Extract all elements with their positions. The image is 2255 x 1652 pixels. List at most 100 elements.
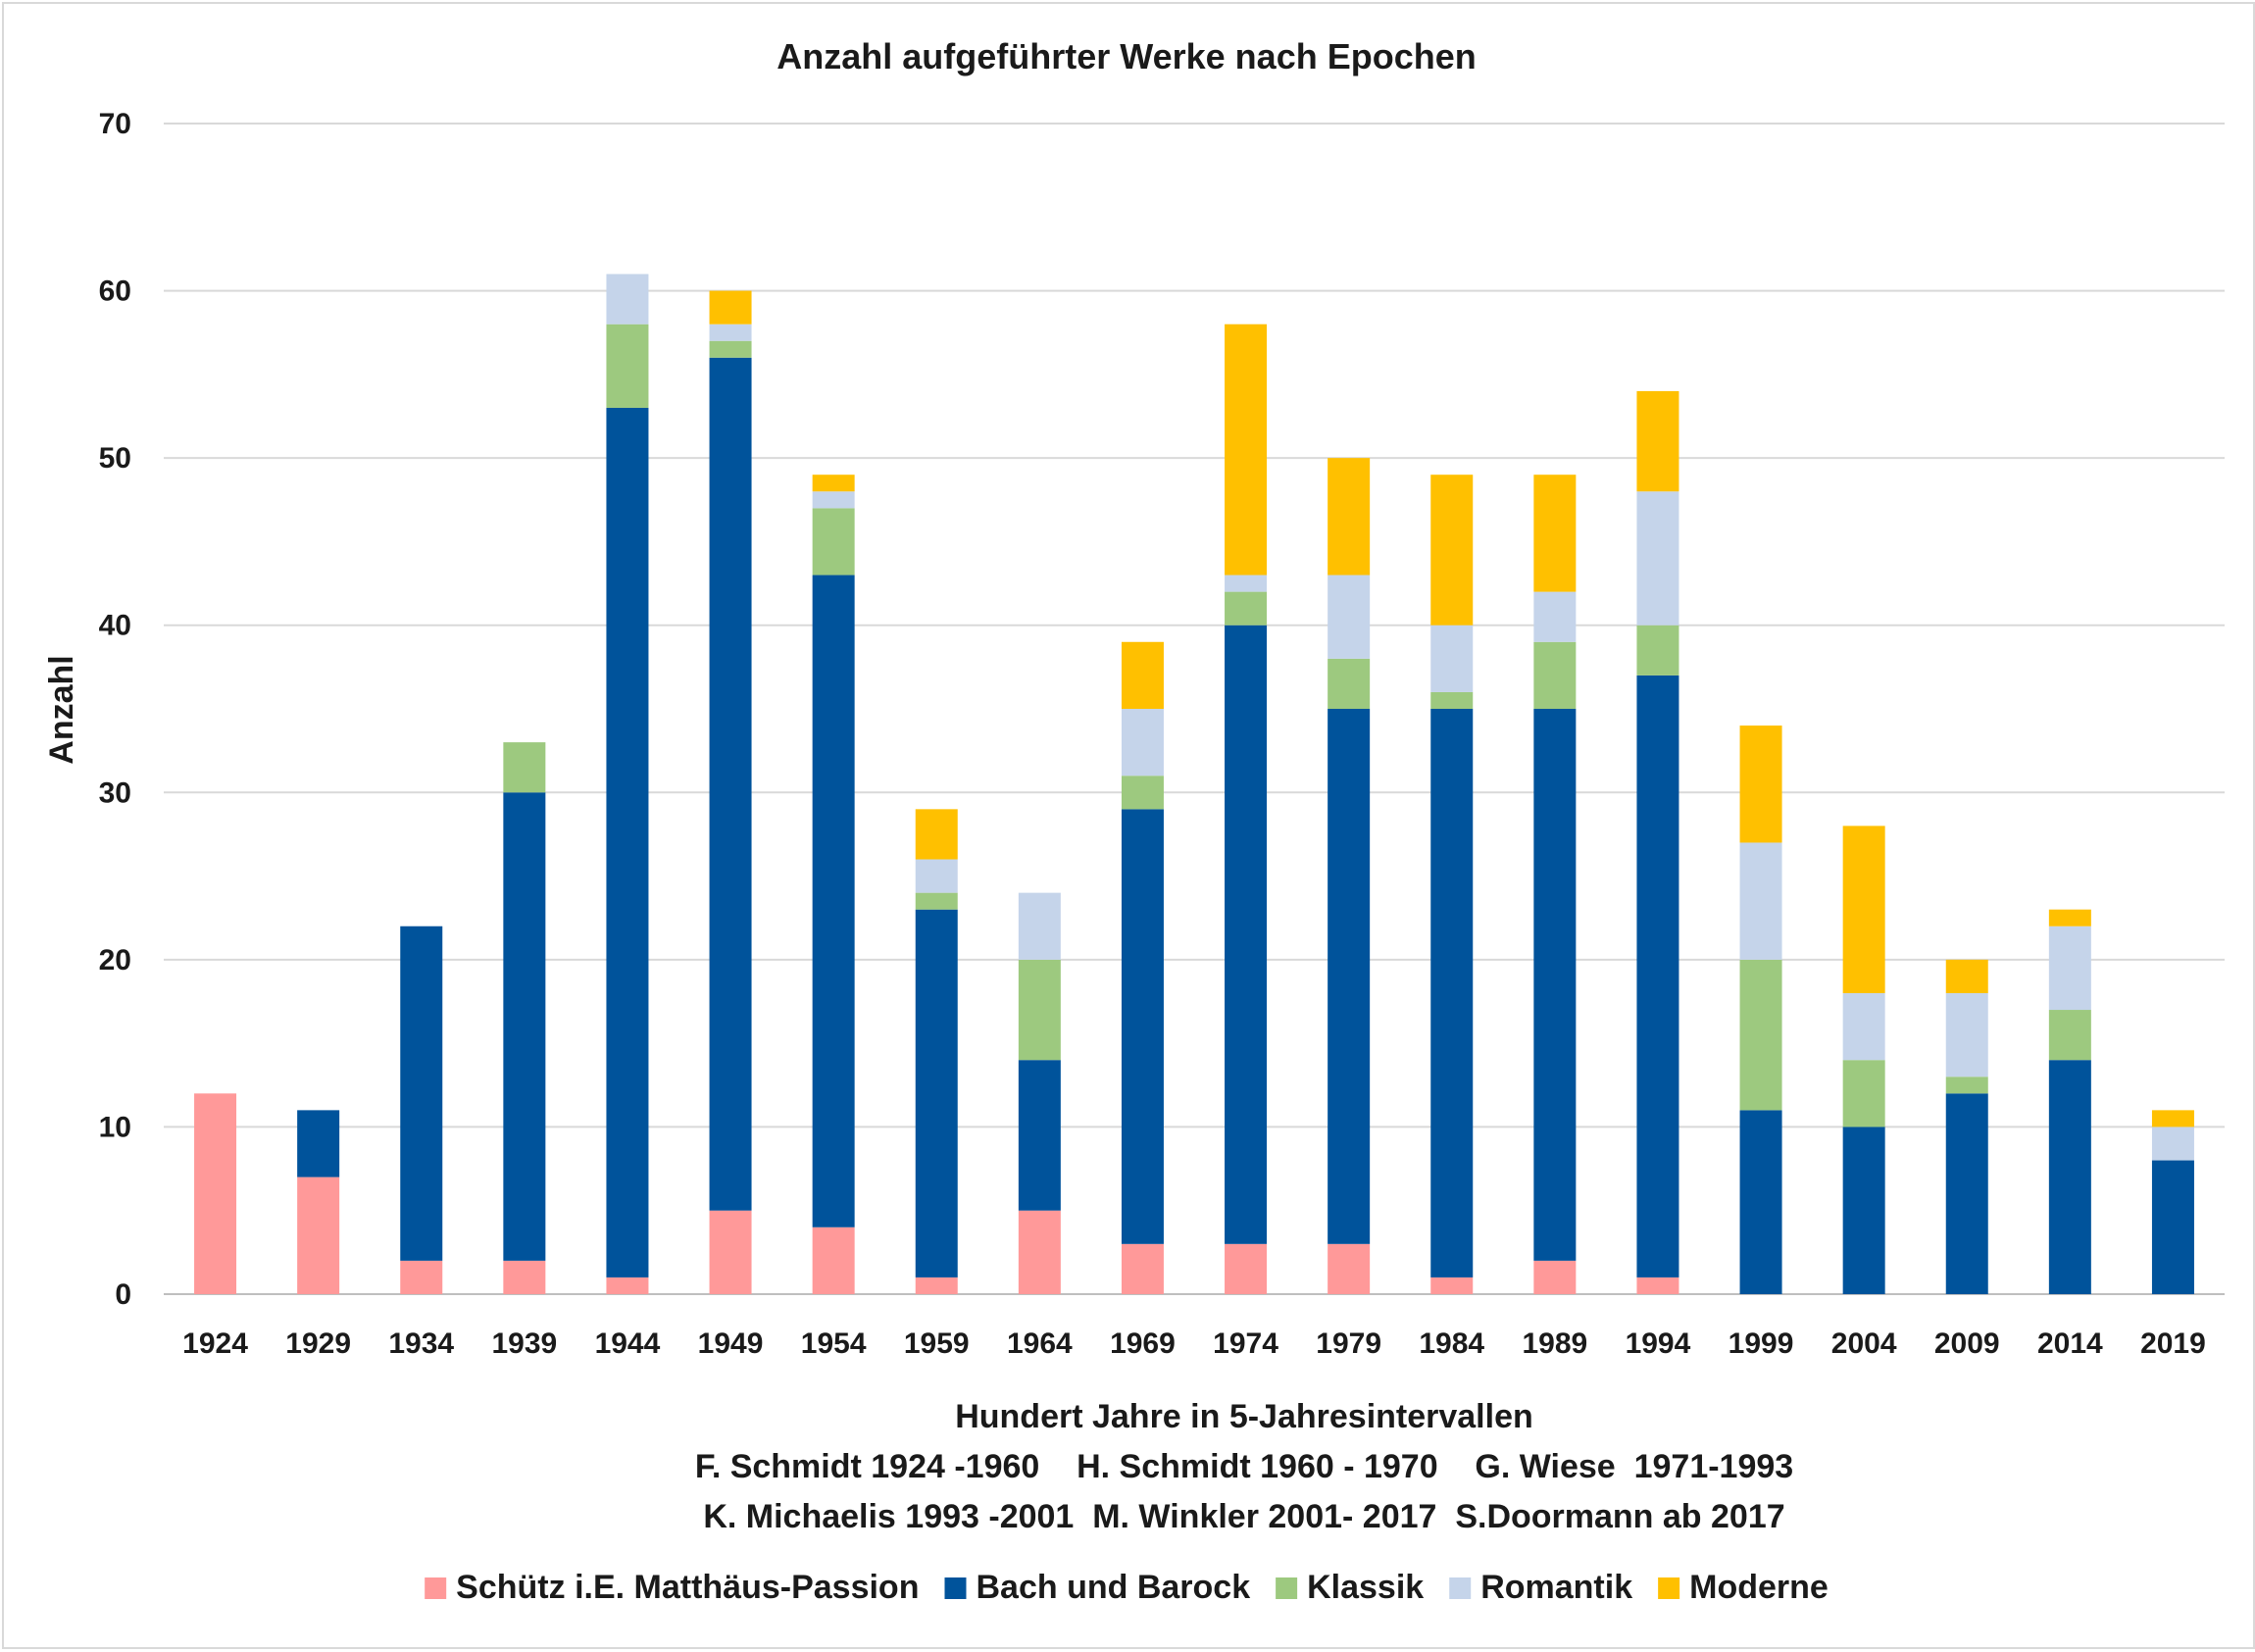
legend-label: Bach und Barock — [976, 1569, 1250, 1606]
bar-segment-1949-4 — [709, 290, 752, 325]
bar-segment-2019-4 — [2151, 1110, 2194, 1127]
bar-segment-1969-0 — [1121, 1243, 1164, 1294]
x-tick-label: 1994 — [1626, 1327, 1691, 1360]
bar-segment-1979-1 — [1328, 709, 1371, 1244]
x-tick-label: 1979 — [1316, 1327, 1381, 1360]
bar-segment-1944-2 — [606, 324, 649, 408]
y-tick-label: 20 — [99, 944, 131, 976]
bar-segment-1939-1 — [503, 792, 546, 1261]
bar-segment-1974-1 — [1225, 625, 1268, 1244]
x-tick-label: 2009 — [1934, 1327, 2000, 1360]
bar-segment-1979-3 — [1328, 575, 1371, 659]
bar-segment-1984-2 — [1430, 691, 1474, 709]
bar-segment-1979-4 — [1328, 458, 1371, 576]
x-tick-label: 1959 — [904, 1327, 970, 1360]
bar-segment-2014-3 — [2048, 926, 2091, 1011]
y-tick-label: 50 — [99, 442, 131, 475]
bar-segment-1969-2 — [1121, 776, 1164, 810]
bar-segment-1954-1 — [812, 575, 855, 1227]
bar-segment-2014-4 — [2048, 909, 2091, 926]
bar-segment-1954-2 — [812, 508, 855, 576]
bar-segment-1969-4 — [1121, 641, 1164, 709]
bar-segment-1959-0 — [915, 1277, 958, 1294]
y-tick-label: 40 — [99, 610, 131, 642]
bar-segment-1984-1 — [1430, 709, 1474, 1277]
bar-segment-2004-2 — [1842, 1060, 1885, 1127]
bar-segment-1994-4 — [1636, 390, 1679, 492]
y-tick-label: 70 — [99, 108, 131, 140]
bar-segment-1949-0 — [709, 1210, 752, 1294]
bar-segment-1994-2 — [1636, 625, 1679, 676]
bar-segment-1959-1 — [915, 909, 958, 1277]
bar-segment-1979-0 — [1328, 1243, 1371, 1294]
bar-segment-1954-4 — [812, 475, 855, 492]
x-tick-label: 2019 — [2140, 1327, 2206, 1360]
bar-segment-1949-2 — [709, 340, 752, 358]
bar-segment-2009-1 — [1945, 1093, 1988, 1294]
stacked-bar-chart: Anzahl aufgeführter Werke nach Epochen 0… — [43, 36, 2225, 1606]
bar-segment-1999-1 — [1739, 1110, 1782, 1294]
x-tick-label: 1924 — [182, 1327, 248, 1360]
legend-label: Schütz i.E. Matthäus-Passion — [456, 1569, 919, 1606]
subtitle-line-1: F. Schmidt 1924 -1960 H. Schmidt 1960 - … — [695, 1448, 1793, 1485]
bar-segment-2004-3 — [1842, 992, 1885, 1061]
legend-item: Moderne — [1658, 1569, 1829, 1606]
bar-segment-1964-2 — [1018, 959, 1061, 1061]
x-tick-label: 1999 — [1729, 1327, 1794, 1360]
x-tick-label: 1944 — [595, 1327, 661, 1360]
bar-segment-1974-4 — [1225, 324, 1268, 576]
bar-segment-1949-3 — [709, 324, 752, 341]
x-tick-label: 1964 — [1007, 1327, 1073, 1360]
bar-segment-1924-0 — [194, 1093, 237, 1294]
bar-segment-1999-4 — [1739, 726, 1782, 843]
legend-swatch — [1658, 1577, 1680, 1599]
bar-segment-1994-1 — [1636, 675, 1679, 1277]
x-tick-label: 1929 — [285, 1327, 351, 1360]
bar-segment-1989-4 — [1533, 475, 1577, 592]
bar-segment-1964-3 — [1018, 892, 1061, 960]
bar-segment-1994-0 — [1636, 1277, 1679, 1294]
x-tick-label: 1939 — [491, 1327, 557, 1360]
bar-segment-1974-2 — [1225, 591, 1268, 626]
bar-segment-2014-2 — [2048, 1010, 2091, 1061]
subtitle-line-2: K. Michaelis 1993 -2001 M. Winkler 2001-… — [703, 1498, 1784, 1535]
chart-title: Anzahl aufgeführter Werke nach Epochen — [777, 36, 1476, 76]
bar-segment-1944-0 — [606, 1277, 649, 1294]
bar-segment-1964-0 — [1018, 1210, 1061, 1294]
bar-segment-1979-2 — [1328, 658, 1371, 709]
x-tick-label: 2014 — [2037, 1327, 2103, 1360]
y-tick-label: 10 — [99, 1111, 131, 1143]
legend-label: Moderne — [1689, 1569, 1829, 1606]
bar-segment-1994-3 — [1636, 491, 1679, 626]
x-tick-label: 1974 — [1213, 1327, 1278, 1360]
y-tick-label: 30 — [99, 776, 131, 809]
bar-segment-2004-1 — [1842, 1126, 1885, 1294]
bar-segment-1984-0 — [1430, 1277, 1474, 1294]
x-tick-label: 2004 — [1831, 1327, 1897, 1360]
bar-segment-1949-1 — [709, 357, 752, 1211]
bar-segment-1974-0 — [1225, 1243, 1268, 1294]
bar-segment-1999-3 — [1739, 842, 1782, 960]
bar-segment-2019-1 — [2151, 1160, 2194, 1294]
legend-swatch — [1276, 1577, 1298, 1599]
legend: Schütz i.E. Matthäus-Passion Bach und Bar… — [425, 1569, 1829, 1606]
bar-segment-2009-2 — [1945, 1076, 1988, 1094]
bar-segment-1954-0 — [812, 1226, 855, 1294]
x-tick-label: 1934 — [388, 1327, 454, 1360]
bar-segment-1954-3 — [812, 491, 855, 509]
bars — [194, 274, 2194, 1294]
x-tick-label: 1989 — [1522, 1327, 1587, 1360]
y-axis-title: Anzahl — [43, 655, 80, 764]
legend-swatch — [1449, 1577, 1472, 1599]
bar-segment-1969-3 — [1121, 709, 1164, 776]
bar-segment-1939-2 — [503, 742, 546, 793]
bar-segment-1959-3 — [915, 859, 958, 893]
bar-segment-1959-4 — [915, 809, 958, 860]
x-tick-label: 1954 — [801, 1327, 867, 1360]
bar-segment-1984-4 — [1430, 475, 1474, 626]
legend-item: Schütz i.E. Matthäus-Passion — [425, 1569, 919, 1606]
bar-segment-2004-4 — [1842, 826, 1885, 993]
bar-segment-1939-0 — [503, 1260, 546, 1294]
bar-segment-1944-3 — [606, 274, 649, 325]
